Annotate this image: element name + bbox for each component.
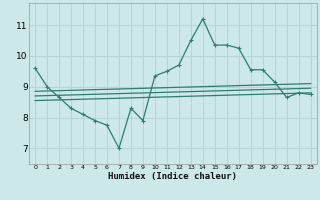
X-axis label: Humidex (Indice chaleur): Humidex (Indice chaleur) [108,172,237,181]
